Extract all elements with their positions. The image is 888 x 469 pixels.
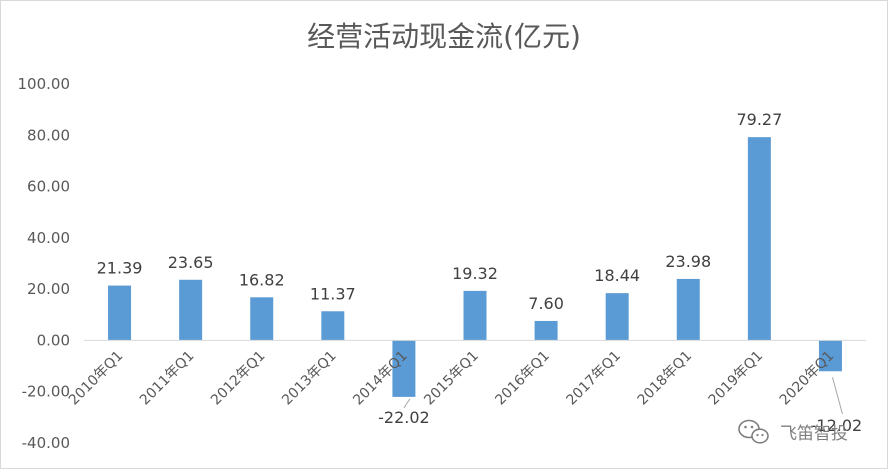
data-label: 11.37 (310, 284, 356, 303)
y-tick-label: 0.00 (37, 331, 70, 349)
data-label: 18.44 (594, 266, 640, 285)
leader-line (831, 377, 843, 415)
bar (463, 290, 487, 341)
bar (747, 137, 771, 341)
bar (321, 311, 345, 341)
y-tick-label: 100.00 (18, 75, 71, 93)
watermark: 飞笛智投 (738, 419, 848, 444)
data-label: 19.32 (452, 264, 498, 283)
y-tick-label: 80.00 (27, 126, 70, 144)
bar (179, 279, 203, 341)
y-tick-label: 40.00 (27, 229, 70, 247)
wechat-icon (738, 419, 769, 444)
y-axis: 100.00 80.00 60.00 40.00 20.00 0.00 -20.00 -40.… (18, 75, 71, 452)
bar (534, 320, 558, 341)
y-tick-label: -40.00 (22, 434, 70, 452)
chart-title: 经营活动现金流(亿元) (307, 20, 581, 53)
leader-line (403, 398, 411, 409)
y-tick-label: 60.00 (27, 178, 70, 196)
data-label: 7.60 (528, 294, 564, 313)
bar (108, 285, 132, 341)
data-label: 23.98 (665, 252, 711, 271)
data-label: 16.82 (239, 270, 285, 289)
data-label: -22.02 (378, 408, 430, 427)
bar (605, 293, 629, 341)
y-tick-label: 20.00 (27, 280, 70, 298)
bar (250, 297, 274, 341)
bar (818, 340, 842, 372)
watermark-text: 飞笛智投 (780, 424, 848, 444)
data-label: -12.02 (811, 416, 863, 435)
bars (108, 137, 842, 397)
data-label: 23.65 (168, 253, 214, 272)
data-labels: 21.39 23.65 16.82 11.37 -22.02 19.32 7.60 18.44… (97, 110, 863, 435)
y-tick-label: -20.00 (22, 383, 70, 401)
data-label: 21.39 (97, 259, 143, 278)
leader-lines (403, 377, 843, 415)
bar (676, 278, 700, 341)
bar (392, 340, 416, 397)
data-label: 79.27 (736, 110, 782, 129)
